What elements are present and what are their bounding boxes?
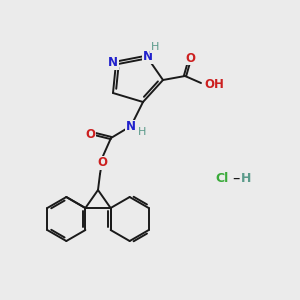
Text: H: H (151, 42, 159, 52)
Text: N: N (126, 121, 136, 134)
Text: N: N (143, 50, 153, 64)
Text: H: H (138, 127, 146, 137)
Text: Cl: Cl (215, 172, 229, 184)
Text: OH: OH (204, 77, 224, 91)
Text: –: – (232, 170, 240, 185)
Text: H: H (241, 172, 251, 184)
Text: O: O (185, 52, 195, 64)
Text: N: N (108, 56, 118, 70)
Text: O: O (97, 157, 107, 169)
Text: O: O (85, 128, 95, 140)
